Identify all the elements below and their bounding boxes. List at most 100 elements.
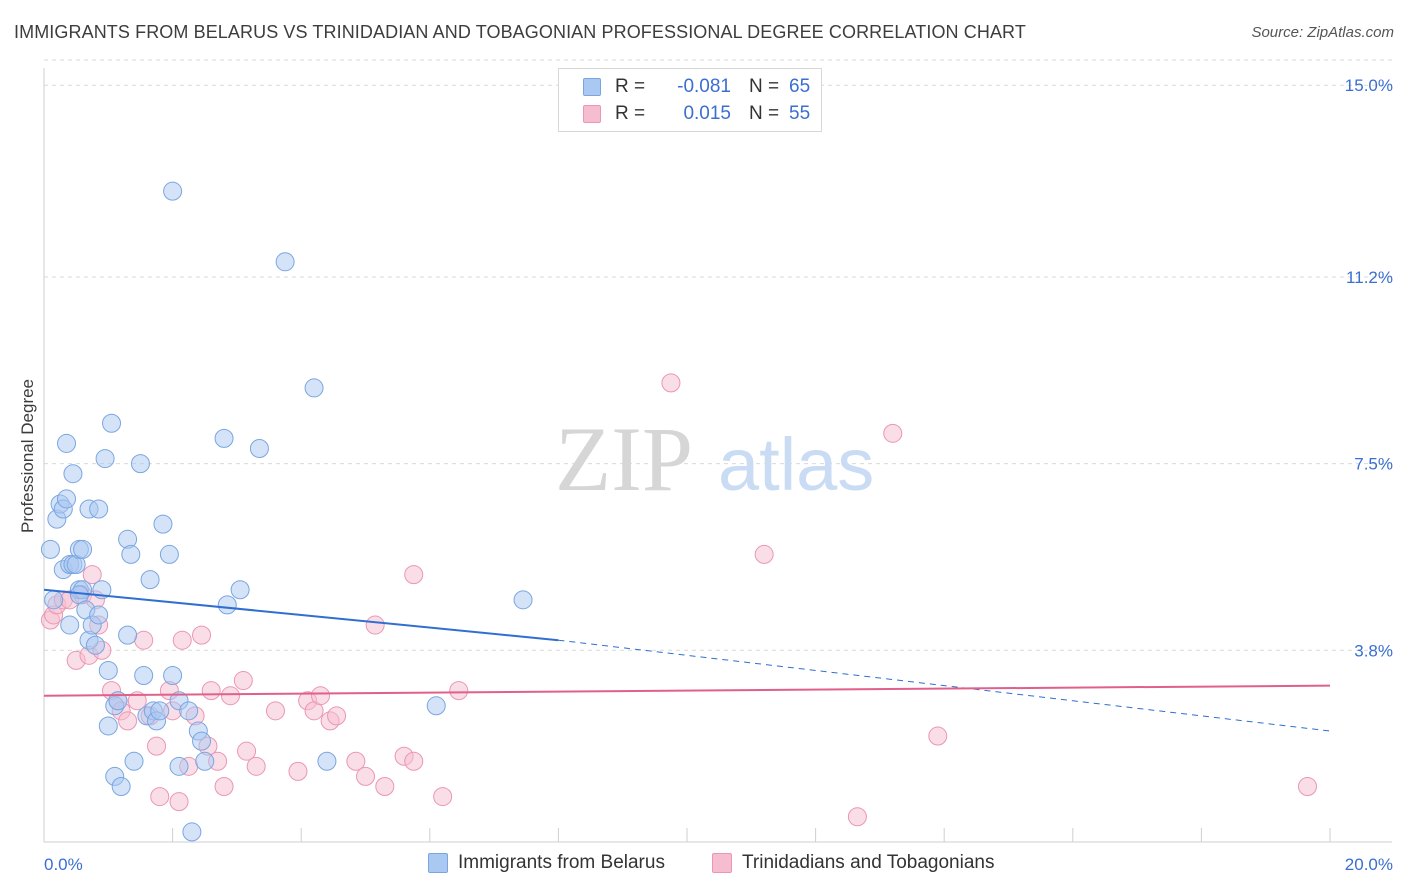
data-point-belarus [60,615,80,635]
legend-label-belarus: Immigrants from Belarus [458,852,665,873]
legend-r-value: -0.081 [677,76,731,97]
data-point-belarus [513,590,533,610]
data-point-belarus [140,570,160,590]
data-point-trinidadian [310,686,330,706]
data-point-belarus [275,252,295,272]
data-point-belarus [159,544,179,564]
data-point-trinidadian [404,565,424,585]
data-point-belarus [179,701,199,721]
data-point-belarus [249,438,269,458]
data-point-belarus [163,666,183,686]
legend-r-label: R = [615,103,646,124]
data-point-trinidadian [233,671,253,691]
legend-label-trinidadian: Trinidadians and Tobagonians [742,852,995,873]
y-axis-label: Professional Degree [18,379,37,533]
data-point-belarus [89,605,109,625]
data-point-trinidadian [847,807,867,827]
trend-line-trinidadian [43,684,1331,697]
x-tick-label: 0.0% [44,855,83,874]
data-point-trinidadian [134,630,154,650]
data-point-belarus [182,822,202,842]
legend-n-label: N = [749,103,780,124]
legend-r-value: 0.015 [683,103,731,124]
axes [43,68,1392,843]
data-point-belarus [192,731,212,751]
data-point-belarus [124,751,144,771]
data-point-belarus [214,428,234,448]
legend-n-label: N = [749,76,780,97]
y-tick-label: 3.8% [1354,641,1393,660]
legend-n-value: 55 [789,103,811,124]
legend-swatch-blue [583,78,601,96]
y-tick-label: 11.2% [1346,268,1393,287]
data-point-belarus [134,666,154,686]
legend-swatch-blue [428,853,448,873]
data-point-belarus [304,378,324,398]
data-point-trinidadian [375,777,395,797]
data-point-trinidadian [404,751,424,771]
data-point-belarus [95,449,115,469]
data-point-belarus [98,660,118,680]
data-point-trinidadian [237,741,257,761]
data-point-belarus [102,413,122,433]
data-point-trinidadian [661,373,681,393]
data-point-trinidadian [288,761,308,781]
data-point-belarus [163,181,183,201]
data-point-trinidadian [356,766,375,786]
legend-row-belarus: R = -0.081 N = 65 [583,75,810,99]
legend-r-label: R = [615,76,646,97]
data-point-belarus [217,595,237,615]
data-point-belarus [150,701,170,721]
data-point-trinidadian [150,787,170,807]
trend-lines [43,588,1331,732]
data-point-trinidadian [118,711,138,731]
data-point-belarus [317,751,337,771]
tick-labels: 3.8% 7.5% 11.2% 15.0% 0.0% 20.0% [44,76,1393,874]
data-point-trinidadian [327,706,347,726]
data-point-trinidadian [246,756,266,776]
data-point-trinidadian [433,787,453,807]
data-point-belarus [153,514,173,534]
watermark-zip: ZIP [555,408,693,510]
data-point-belarus [44,590,64,610]
series-belarus-points [40,181,533,842]
data-point-belarus [169,756,189,776]
data-point-trinidadian [172,630,192,650]
data-point-belarus [85,635,105,655]
data-point-trinidadian [1297,777,1317,797]
data-point-belarus [195,751,215,771]
data-point-belarus [230,580,250,600]
legend-swatch-pink [583,105,601,123]
data-point-trinidadian [82,565,102,585]
data-point-trinidadian [147,736,167,756]
series-trinidadian-points [40,373,1317,827]
legend-n-value: 65 [789,76,811,97]
legend-swatch-pink [712,853,732,873]
data-point-trinidadian [201,681,221,701]
y-tick-label: 7.5% [1354,455,1393,474]
data-point-belarus [111,777,131,797]
data-point-trinidadian [220,686,240,706]
data-point-trinidadian [365,615,385,635]
data-point-trinidadian [265,701,285,721]
source-label: Source: ZipAtlas.com [1251,24,1394,41]
data-point-trinidadian [928,726,948,746]
chart-title: IMMIGRANTS FROM BELARUS VS TRINIDADIAN A… [14,22,1026,42]
data-point-trinidadian [169,792,189,812]
data-point-belarus [73,539,93,559]
legend-row-trinidadian: R = 0.015 N = 55 [583,102,810,126]
data-point-belarus [98,716,118,736]
legend-item-trinidadian: Trinidadians and Tobagonians [712,852,994,874]
data-point-trinidadian [346,751,366,771]
data-point-belarus [121,544,141,564]
data-point-trinidadian [754,544,774,564]
data-point-belarus [63,464,83,484]
data-point-belarus [426,696,446,716]
data-point-trinidadian [192,625,212,645]
y-tick-label: 15.0% [1345,76,1393,95]
data-point-belarus [89,499,109,519]
correlation-legend: R = -0.081 N = 65 R = 0.015 N = 55 [558,68,822,132]
watermark: ZIP atlas [555,408,874,510]
data-point-trinidadian [214,777,234,797]
